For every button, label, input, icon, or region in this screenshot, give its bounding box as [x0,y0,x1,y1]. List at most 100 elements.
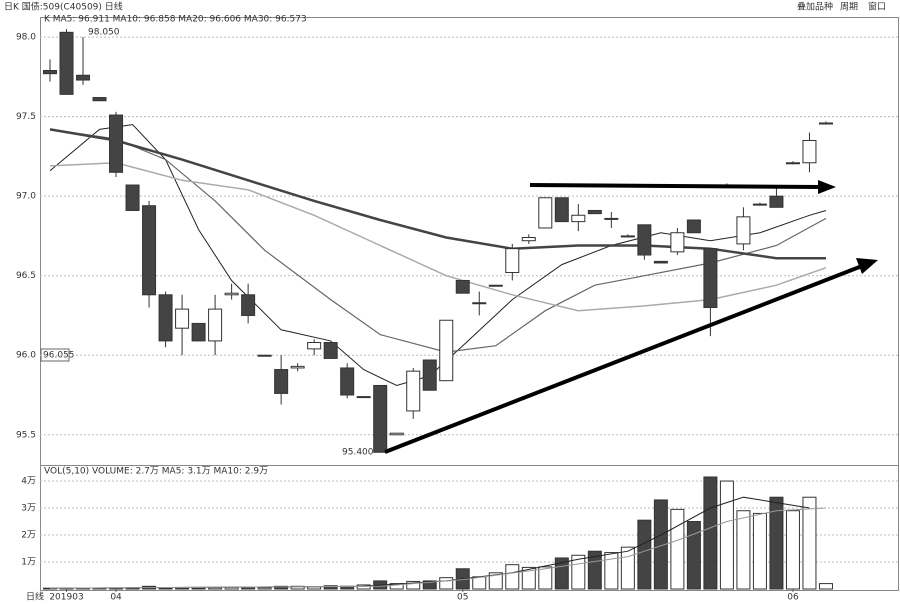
candle-body [76,74,91,81]
y-tick-label: 97.5 [16,112,36,122]
volume-bar [92,587,107,590]
trend-arrow [529,183,821,189]
candle-body [274,369,289,394]
candle-body [59,31,74,95]
candle-body [389,432,404,436]
candle-body [505,248,520,274]
candle-body [604,217,619,220]
candle-body [323,342,338,359]
toolbar-button[interactable]: 窗口 [868,1,886,13]
candle-body [521,237,536,242]
candle-body [208,308,223,342]
volume-bar [472,576,487,590]
volume-bar [323,585,338,590]
plot: 95.5 96.0 96.5 97.0 97.5 98.0 1万 2万 3万 4万 201903 04… [16,29,898,603]
candle-body [637,224,652,256]
volume-bar [802,496,817,590]
volume-bar [208,587,223,590]
volume-bar [670,508,685,590]
candle-body [142,205,157,296]
candle-body [571,214,586,223]
volume-bar [703,476,718,590]
candle-body [670,232,685,253]
chart-title: 日K 国债:509(C40509) 日线 [4,1,123,13]
candle-body [340,367,355,396]
ma-legend: K MA5: 96.911 MA10: 96.858 MA20: 96.606 … [44,15,307,25]
candle-body [686,219,701,234]
volume-bar [76,587,91,590]
candle-body [422,359,437,391]
candle-body [43,69,57,75]
candle-body [587,209,602,215]
volume-tick-label: 1万 [21,558,36,568]
candle-body [488,284,503,287]
price-marker: 96.055 [43,351,75,361]
candle-body [802,139,817,164]
volume-bar [257,587,272,590]
volume-bar [406,580,421,590]
volume-panel [40,465,899,591]
volume-bar [389,583,404,590]
volume-bar [736,510,751,590]
y-tick-label: 98.0 [16,33,36,43]
candle-body [307,342,322,350]
volume-bar [769,496,784,590]
candle-body [455,279,470,294]
x-tick-label: 04 [110,593,122,603]
candle-body [125,184,140,211]
volume-title: VOL(5,10) VOLUME: 2.7万 MA5: 3.1万 MA10: 2… [44,467,268,477]
trend-arrows [384,180,878,454]
candle-body [224,292,239,296]
candle-body [818,122,833,125]
candle-body [109,114,124,173]
candle-body [653,260,668,264]
volume-bar [719,480,734,590]
candle-body [92,97,107,102]
min-label: 95.400 [342,448,374,458]
candle-body [620,235,635,238]
toolbar-button[interactable]: 叠加品种 [797,1,833,13]
candle-body [554,197,569,223]
period-label: 日线 [26,591,44,603]
volume-bar [653,499,668,590]
candle-body [769,195,784,208]
candle-body [439,319,454,382]
volume-bar [356,584,371,590]
ma-line [49,507,827,589]
candle-body [785,162,800,165]
volume-tick-label: 4万 [21,477,36,487]
candle-body [406,370,421,412]
volume-bar [505,564,520,590]
y-tick-label: 97.0 [16,192,36,202]
toolbar-button[interactable]: 周期 [840,2,858,13]
candle-body [752,203,767,206]
volume-tick-label: 3万 [21,504,36,514]
x-tick-label: 06 [787,593,799,603]
volume-bar [637,519,652,590]
volume-tick-label: 2万 [21,531,36,541]
volume-bar [604,552,619,590]
y-tick-label: 96.0 [16,351,36,361]
volume-bar [439,577,454,590]
volume-bar [191,587,206,590]
volume-bar [538,566,553,590]
volume-bar [818,583,833,590]
volume-bar [175,587,190,590]
x-tick-label: 05 [457,593,468,603]
candle-body [191,322,206,342]
volume-bar [488,572,503,590]
volume-bar [752,512,767,590]
candle-body [290,365,305,369]
arrow-head [818,180,836,194]
volume-bar [422,580,437,590]
candle-body [736,216,751,245]
candle-body [373,384,388,453]
volume-bar [785,510,800,590]
candle-body [158,294,173,342]
y-tick-label: 95.5 [16,430,36,440]
volume-bar [686,521,701,590]
candle-body [472,302,487,305]
candle-body [257,354,272,357]
